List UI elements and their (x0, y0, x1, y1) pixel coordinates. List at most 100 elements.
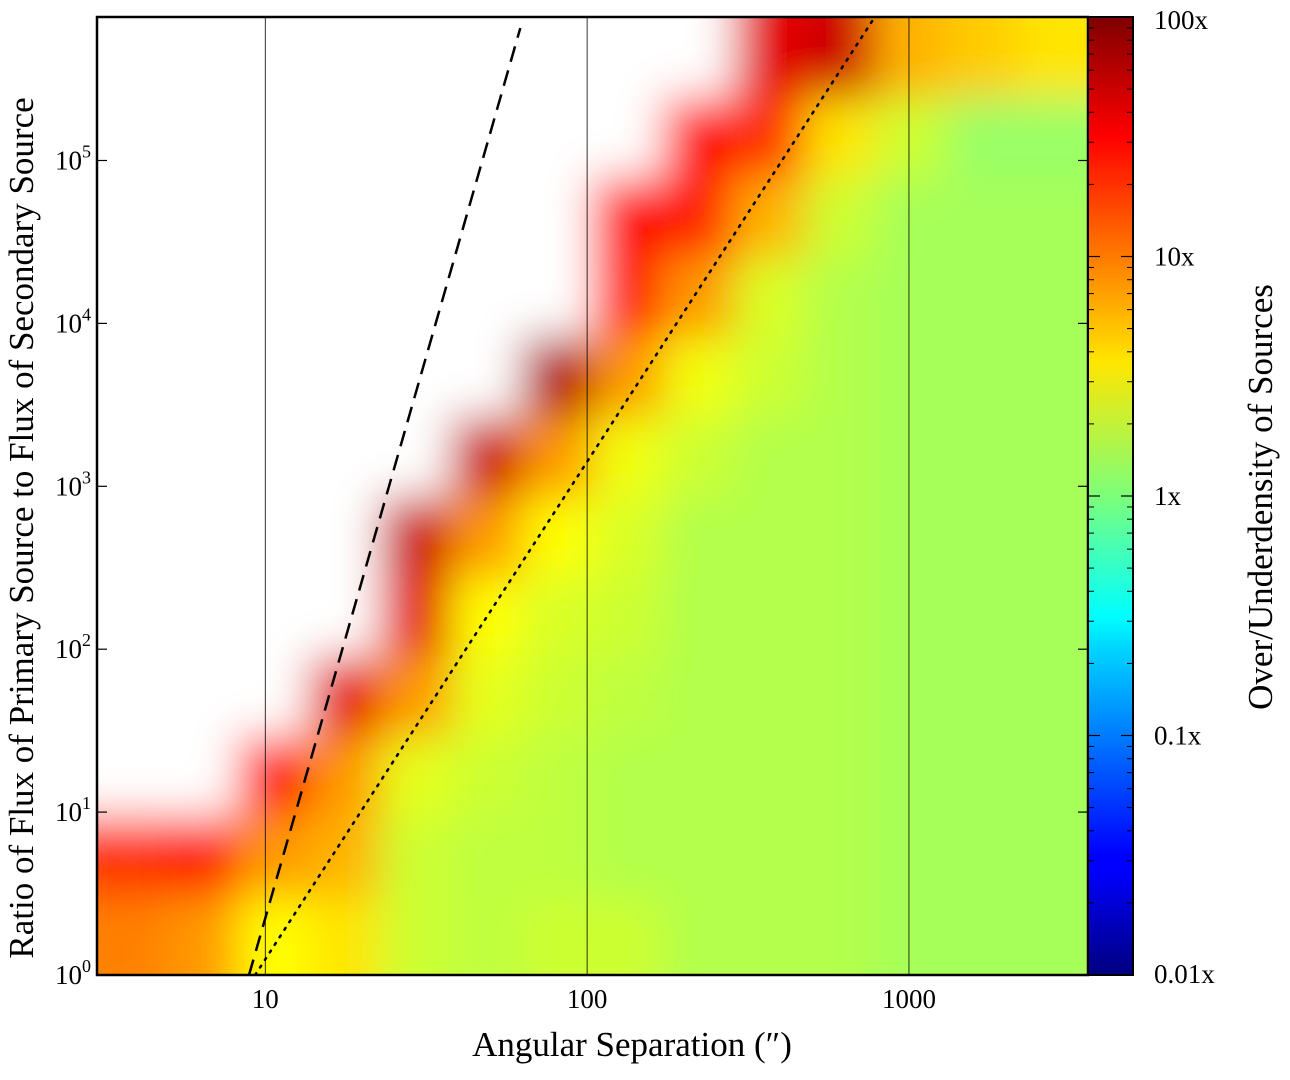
y-tick-exponent: 3 (82, 467, 91, 487)
heatmap-cell (521, 895, 594, 975)
heatmap-cell (1017, 256, 1088, 338)
colorbar-tick-label: 100x (1154, 5, 1209, 35)
heatmap-cell (167, 96, 240, 178)
heatmap-cell (238, 416, 311, 497)
y-tick-label: 103 (55, 467, 91, 501)
heatmap-cell (734, 336, 806, 418)
heatmap-cell (1017, 496, 1088, 577)
heatmap-cell (97, 735, 169, 817)
heatmap-cell (1017, 735, 1088, 817)
x-tick-label: 10 (252, 984, 279, 1014)
heatmap-cell (238, 815, 311, 897)
heatmap-cell (663, 17, 736, 98)
heatmap-cell (946, 496, 1019, 577)
heatmap-cell (875, 655, 948, 737)
heatmap-cell (804, 96, 877, 178)
heatmap-cell (238, 17, 311, 98)
x-tick-label: 1000 (882, 984, 936, 1014)
heatmap-cell (592, 256, 665, 338)
heatmap-cell (875, 735, 948, 817)
heatmap-cell (167, 575, 240, 657)
heatmap-cell (380, 17, 452, 98)
colorbar-label: Over/Underdensity of Sources (1241, 284, 1280, 710)
colorbar-tick-label: 10x (1154, 242, 1195, 272)
heatmap-cell (380, 735, 452, 817)
heatmap-cell (663, 336, 736, 418)
heatmap-cell (309, 895, 382, 975)
y-tick-label: 101 (55, 793, 91, 827)
heatmap-cell (238, 655, 311, 737)
heatmap-cell (804, 655, 877, 737)
heatmap-cell (167, 336, 240, 418)
heatmap-cell (734, 735, 806, 817)
heatmap-cell (592, 416, 665, 497)
heatmap-cell (238, 256, 311, 338)
heatmap-cell (734, 575, 806, 657)
heatmap-cells (97, 17, 1088, 975)
heatmap-cell (167, 895, 240, 975)
heatmap-cell (97, 895, 169, 975)
x-axis-label: Angular Separation (″) (472, 1025, 792, 1064)
heatmap-cell (875, 895, 948, 975)
y-tick-base: 10 (55, 797, 82, 827)
heatmap-cell (380, 575, 452, 657)
heatmap-cell (734, 496, 806, 577)
heatmap-cell (521, 575, 594, 657)
heatmap-cell (309, 96, 382, 178)
heatmap-cell (450, 176, 523, 258)
dashed-line (247, 27, 522, 975)
heatmap-cell (1017, 575, 1088, 657)
heatmap-cell (946, 17, 1019, 98)
heatmap-cell (875, 575, 948, 657)
heatmap-cell (309, 336, 382, 418)
x-tick-labels: 10 100 1000 (252, 984, 936, 1014)
heatmap-cell (97, 256, 169, 338)
heatmap-cell (309, 735, 382, 817)
y-tick-exponent: 1 (82, 793, 91, 813)
heatmap-cell (380, 96, 452, 178)
heatmap-cell (521, 416, 594, 497)
heatmap-cell (592, 735, 665, 817)
y-tick-label: 104 (55, 304, 91, 338)
heatmap-cell (238, 496, 311, 577)
heatmap-cell (167, 176, 240, 258)
heatmap-cell (450, 735, 523, 817)
heatmap-cell (450, 815, 523, 897)
heatmap-cell (592, 176, 665, 258)
heatmap-cell (1017, 176, 1088, 258)
heatmap-cell (1017, 895, 1088, 975)
heatmap-cell (875, 416, 948, 497)
heatmap-cell (97, 655, 169, 737)
heatmap-cell (238, 176, 311, 258)
y-tick-label: 105 (55, 141, 91, 175)
heatmap-cell (450, 17, 523, 98)
heatmap-cell (734, 815, 806, 897)
heatmap-cell (946, 575, 1019, 657)
y-tick-exponent: 2 (82, 630, 91, 650)
heatmap-cell (663, 496, 736, 577)
heatmap-cell (450, 496, 523, 577)
heatmap-cell (946, 895, 1019, 975)
heatmap-cell (450, 96, 523, 178)
heatmap-cell (167, 17, 240, 98)
heatmap-cell (946, 655, 1019, 737)
heatmap-cell (663, 416, 736, 497)
x-grid-lines (264, 17, 910, 975)
heatmap-cell (804, 496, 877, 577)
heatmap-cell (521, 17, 594, 98)
heatmap-cell (663, 176, 736, 258)
heatmap-cell (946, 176, 1019, 258)
heatmap-cell (875, 815, 948, 897)
heatmap-cell (875, 176, 948, 258)
heatmap-cell (1017, 17, 1088, 98)
heatmap-cell (804, 17, 877, 98)
heatmap-cell (804, 735, 877, 817)
y-tick-base: 10 (55, 308, 82, 338)
heatmap-cell (309, 256, 382, 338)
heatmap-cell (663, 735, 736, 817)
heatmap-cell (450, 575, 523, 657)
heatmap-cell (946, 336, 1019, 418)
heatmap-cell (734, 655, 806, 737)
heatmap-cell (380, 256, 452, 338)
heatmap-cell (380, 176, 452, 258)
